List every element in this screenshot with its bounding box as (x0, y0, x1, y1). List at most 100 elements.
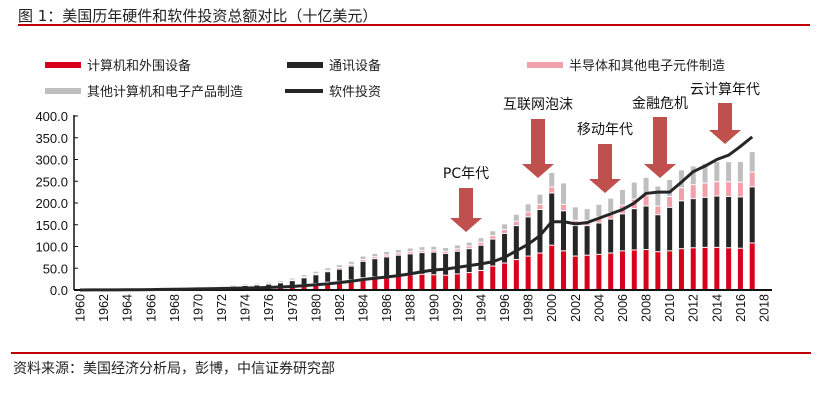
software-investment-line (79, 135, 754, 292)
bar-other-2015 (726, 162, 732, 182)
bar-other-2002 (572, 207, 578, 221)
bar-comms-1983 (348, 266, 354, 280)
x-tick-label: 1978 (286, 294, 300, 322)
bar-computers-1981 (325, 282, 331, 290)
bar-comms-2005 (608, 219, 614, 254)
bar-other-1980 (313, 271, 319, 274)
bar-other-1993 (466, 242, 472, 247)
x-tick-label: 1972 (215, 294, 229, 322)
bar-semis-1997 (513, 221, 519, 226)
bar-computers-2012 (690, 247, 696, 290)
x-tick-label: 1976 (262, 294, 276, 322)
bar-comms-1980 (313, 274, 319, 284)
bar-computers-2015 (726, 247, 732, 290)
x-tick-label: 2016 (734, 294, 748, 322)
bar-other-2003 (584, 209, 590, 221)
bar-semis-2008 (643, 195, 649, 207)
bar-semis-1981 (325, 270, 331, 272)
bar-computers-1989 (419, 274, 425, 290)
y-tick-label: 50.0 (43, 261, 68, 276)
x-tick-label: 2018 (758, 294, 772, 322)
bar-other-1992 (454, 245, 460, 249)
bar-comms-1988 (407, 253, 413, 275)
bar-computers-2008 (643, 249, 649, 290)
y-axis: 0.0 50.0 100.0 150.0 200.0 250.0 300.0 350.0 400… (35, 109, 78, 298)
bar-computers-2001 (561, 250, 567, 290)
bar-other-1978 (289, 278, 295, 280)
bar-computers-2006 (619, 250, 625, 290)
bar-comms-1984 (360, 261, 366, 278)
x-tick-label: 1966 (144, 294, 158, 322)
bar-comms-1982 (336, 269, 342, 282)
bar-other-2012 (690, 166, 696, 185)
x-tick-label: 1990 (427, 294, 441, 322)
x-tick-label: 1964 (121, 294, 135, 322)
x-tick-label: 1986 (380, 294, 394, 322)
bar-comms-1997 (513, 225, 519, 260)
bar-computers-1987 (395, 275, 401, 290)
bar-semis-2017 (749, 172, 755, 187)
bar-computers-1980 (313, 283, 319, 290)
bar-other-1983 (348, 261, 354, 265)
x-tick-label: 2004 (592, 294, 606, 322)
bar-other-1981 (325, 268, 331, 271)
bar-comms-1989 (419, 252, 425, 275)
bar-semis-1986 (384, 254, 390, 257)
bar-other-2009 (655, 186, 661, 207)
bars-group (77, 152, 755, 291)
bar-comms-1999 (537, 209, 543, 254)
bar-comms-1986 (384, 256, 390, 277)
bar-semis-2005 (608, 212, 614, 220)
x-tick-label: 1996 (498, 294, 512, 322)
bar-other-1999 (537, 194, 543, 205)
bar-computers-1990 (431, 274, 437, 290)
bar-other-2007 (631, 182, 637, 200)
bar-other-1991 (443, 248, 449, 252)
bar-other-1988 (407, 248, 413, 252)
x-tick-label: 1974 (239, 294, 253, 322)
x-tick-label: 2014 (710, 294, 724, 322)
bar-comms-1992 (454, 251, 460, 274)
bar-computers-1988 (407, 274, 413, 290)
bar-comms-1993 (466, 248, 472, 273)
bar-comms-1998 (525, 216, 531, 257)
bar-comms-2008 (643, 206, 649, 250)
x-axis: 1960 1962 1964 1966 1968 1970 1972 1974 1976 1978… (74, 294, 772, 322)
bar-comms-2006 (619, 213, 625, 251)
bar-computers-1993 (466, 272, 472, 290)
bar-other-1987 (395, 249, 401, 254)
y-tick-label: 100.0 (35, 240, 68, 255)
bar-other-1990 (431, 246, 437, 250)
x-tick-label: 1994 (474, 294, 488, 322)
y-tick-label: 400.0 (35, 109, 68, 124)
bar-computers-2016 (737, 248, 743, 290)
bar-comms-2000 (549, 192, 555, 246)
bar-comms-2003 (584, 225, 590, 256)
bar-semis-2015 (726, 181, 732, 197)
bar-comms-2013 (702, 197, 708, 248)
bar-comms-1990 (431, 252, 437, 275)
footer-rule (11, 352, 811, 354)
bar-comms-1979 (301, 277, 307, 285)
bar-computers-2017 (749, 243, 755, 290)
annotation-arrow-0 (450, 188, 482, 232)
bar-other-2013 (702, 163, 708, 183)
bar-computers-2002 (572, 256, 578, 290)
bar-semis-2013 (702, 182, 708, 198)
legend-swatch-other (45, 87, 81, 94)
y-tick-label: 250.0 (35, 174, 68, 189)
bar-computers-2007 (631, 249, 637, 290)
annotation-arrow-1 (522, 119, 554, 178)
x-tick-label: 1992 (451, 294, 465, 322)
figure-title: 图 1：美国历年硬件和软件投资总额对比（十亿美元） (18, 7, 378, 25)
bar-semis-2000 (549, 186, 555, 193)
y-tick-label: 150.0 (35, 218, 68, 233)
bar-other-2017 (749, 152, 755, 173)
bar-semis-1982 (336, 267, 342, 270)
bar-comms-1994 (478, 245, 484, 271)
x-tick-label: 1982 (333, 294, 347, 322)
bar-comms-2012 (690, 198, 696, 248)
x-tick-label: 2010 (663, 294, 677, 322)
x-tick-label: 1960 (74, 294, 88, 322)
